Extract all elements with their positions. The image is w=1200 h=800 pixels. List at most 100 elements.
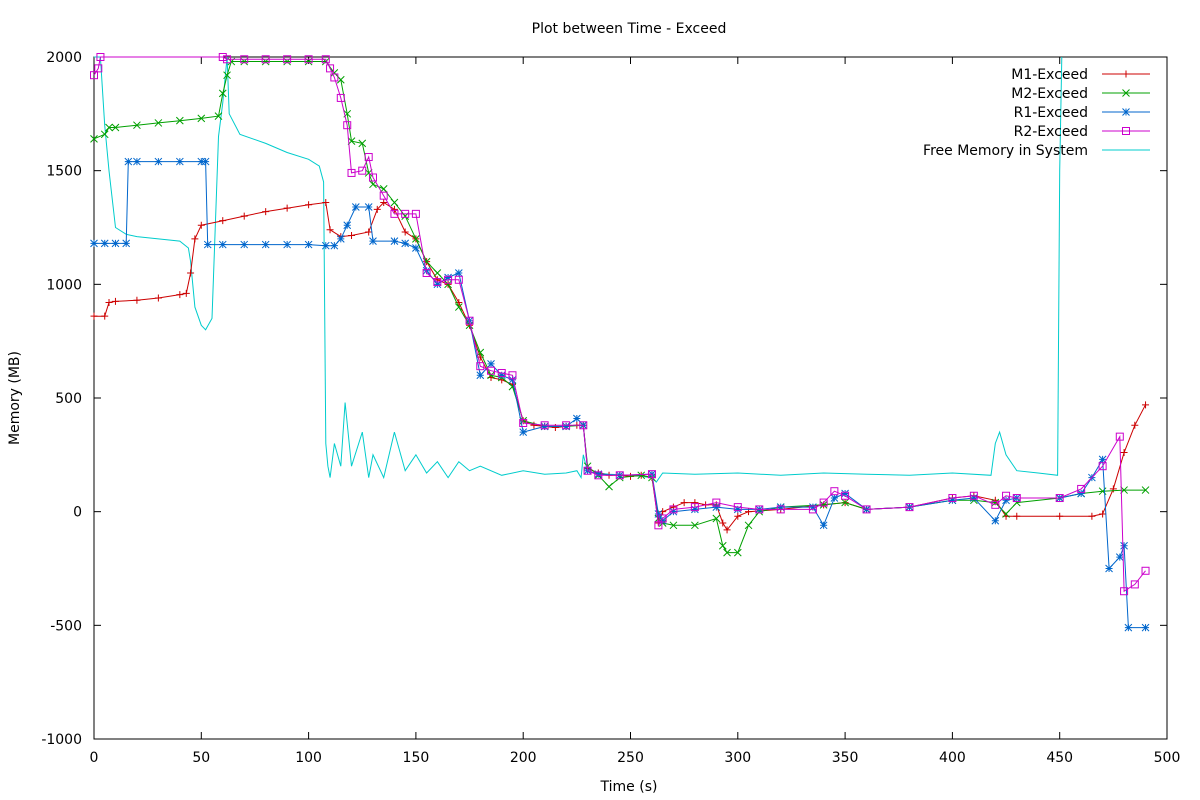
plus-marker	[373, 205, 381, 213]
star-marker	[454, 269, 463, 277]
series-markers	[90, 157, 1150, 632]
square-marker	[519, 419, 528, 428]
star-marker	[970, 494, 978, 502]
square-marker	[454, 275, 463, 284]
square-marker	[1055, 494, 1064, 503]
square-marker	[841, 491, 850, 500]
square-marker	[497, 368, 506, 377]
star-marker	[1124, 623, 1133, 632]
series-line	[93, 56, 1146, 593]
star-marker	[133, 157, 141, 166]
star-marker	[487, 360, 495, 368]
x-tick-labels: 0 50 100 150 200 250 300 350 400 450 500	[90, 750, 1181, 766]
series-layer	[90, 53, 1150, 632]
plus-marker	[187, 269, 195, 277]
cross-marker	[841, 498, 849, 507]
plus-marker	[176, 291, 184, 299]
cross-marker	[133, 121, 141, 130]
cross-marker	[412, 235, 420, 243]
star-marker	[261, 240, 270, 249]
star-marker	[433, 280, 442, 289]
cross-marker	[364, 169, 373, 177]
square-marker	[218, 53, 227, 61]
plus-marker	[240, 212, 248, 220]
star-marker	[330, 241, 339, 250]
square-marker	[991, 500, 1000, 509]
chart-title: Plot between Time - Exceed	[532, 21, 727, 37]
star-marker	[830, 494, 839, 502]
plus-marker	[1109, 485, 1117, 493]
series-line	[94, 161, 1146, 629]
square-marker	[1120, 587, 1129, 596]
star-marker	[154, 157, 163, 166]
cross-marker	[454, 303, 463, 311]
series-4	[94, 56, 1063, 483]
star-marker	[819, 521, 828, 530]
cross-marker	[223, 71, 231, 80]
star-marker	[412, 244, 420, 252]
plus-marker	[1099, 510, 1107, 518]
square-marker	[94, 64, 103, 73]
star-marker	[124, 157, 133, 166]
star-marker	[175, 157, 184, 166]
plus-marker	[1131, 421, 1139, 429]
plus-marker	[326, 226, 334, 234]
star-marker	[283, 240, 291, 249]
cross-marker	[605, 482, 613, 491]
axis-ticks	[93, 56, 1168, 740]
plus-marker	[365, 228, 373, 236]
star-marker	[304, 240, 313, 249]
square-marker	[465, 316, 474, 325]
plus-marker	[680, 499, 688, 507]
plus-marker	[105, 299, 113, 307]
star-marker	[218, 240, 227, 249]
cross-marker	[712, 514, 721, 523]
star-marker	[948, 496, 957, 505]
series-markers	[90, 57, 1150, 557]
cross-marker	[100, 130, 109, 139]
star-marker	[201, 157, 210, 166]
star-marker	[1105, 564, 1113, 573]
cross-marker	[433, 269, 442, 277]
y-tick-label: 0	[73, 505, 82, 521]
star-marker	[364, 203, 373, 211]
cross-marker	[1122, 89, 1130, 97]
series-2	[90, 157, 1150, 632]
cross-marker	[637, 471, 646, 480]
star-marker	[111, 239, 120, 248]
cross-marker	[691, 521, 699, 530]
square-marker	[562, 421, 571, 430]
y-tick-label: 500	[55, 391, 82, 407]
legend-label: R2-Exceed	[1014, 124, 1088, 140]
legend-entry: Free Memory in System	[923, 143, 1150, 159]
cross-marker	[744, 521, 753, 530]
legend: M1-Exceed M2-Exceed R1-Exceed R2-Exceed Free…	[923, 67, 1150, 159]
cross-marker	[669, 521, 678, 530]
plus-marker	[1088, 512, 1096, 520]
plus-marker	[719, 519, 727, 527]
legend-entry: R1-Exceed	[1014, 105, 1150, 121]
plus-marker	[1142, 401, 1150, 409]
square-marker	[304, 55, 313, 64]
cross-marker	[218, 89, 227, 98]
square-marker	[358, 166, 367, 175]
square-marker	[540, 421, 549, 430]
star-marker	[122, 239, 131, 248]
cross-marker	[444, 280, 452, 289]
star-marker	[197, 157, 206, 166]
square-marker	[776, 505, 785, 514]
star-marker	[594, 470, 603, 479]
square-marker	[240, 55, 249, 64]
cross-marker	[154, 119, 163, 127]
square-marker	[444, 275, 453, 284]
cross-marker	[733, 548, 742, 557]
square-marker	[658, 514, 667, 523]
series-markers	[90, 198, 1150, 534]
star-marker	[100, 239, 109, 248]
cross-marker	[487, 371, 495, 380]
star-marker	[669, 507, 678, 516]
square-marker	[336, 93, 345, 102]
square-marker	[390, 209, 399, 218]
square-marker	[583, 466, 592, 475]
cross-marker	[718, 541, 727, 550]
